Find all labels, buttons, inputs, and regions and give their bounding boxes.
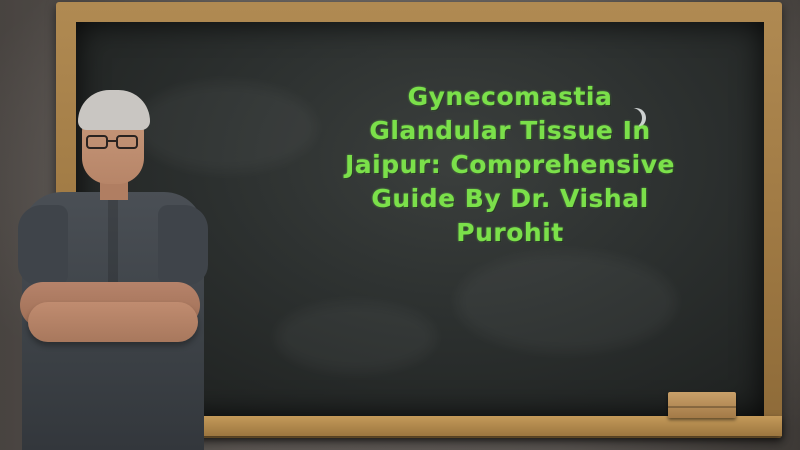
gray-hair [78, 90, 150, 130]
chalk-tray [150, 416, 782, 436]
crossed-arm-upper [28, 302, 198, 342]
chalk-smudge [136, 82, 316, 172]
chalkboard-eraser [668, 392, 736, 418]
chalk-smudge [276, 302, 436, 372]
presenter [0, 0, 230, 450]
glasses-icon [84, 135, 142, 151]
chalkboard-headline: Gynecomastia Glandular Tissue In Jaipur:… [345, 82, 675, 247]
chalk-smudge [456, 252, 676, 352]
right-sleeve [158, 205, 208, 285]
left-sleeve [18, 205, 68, 285]
shirt-placket [108, 200, 118, 290]
